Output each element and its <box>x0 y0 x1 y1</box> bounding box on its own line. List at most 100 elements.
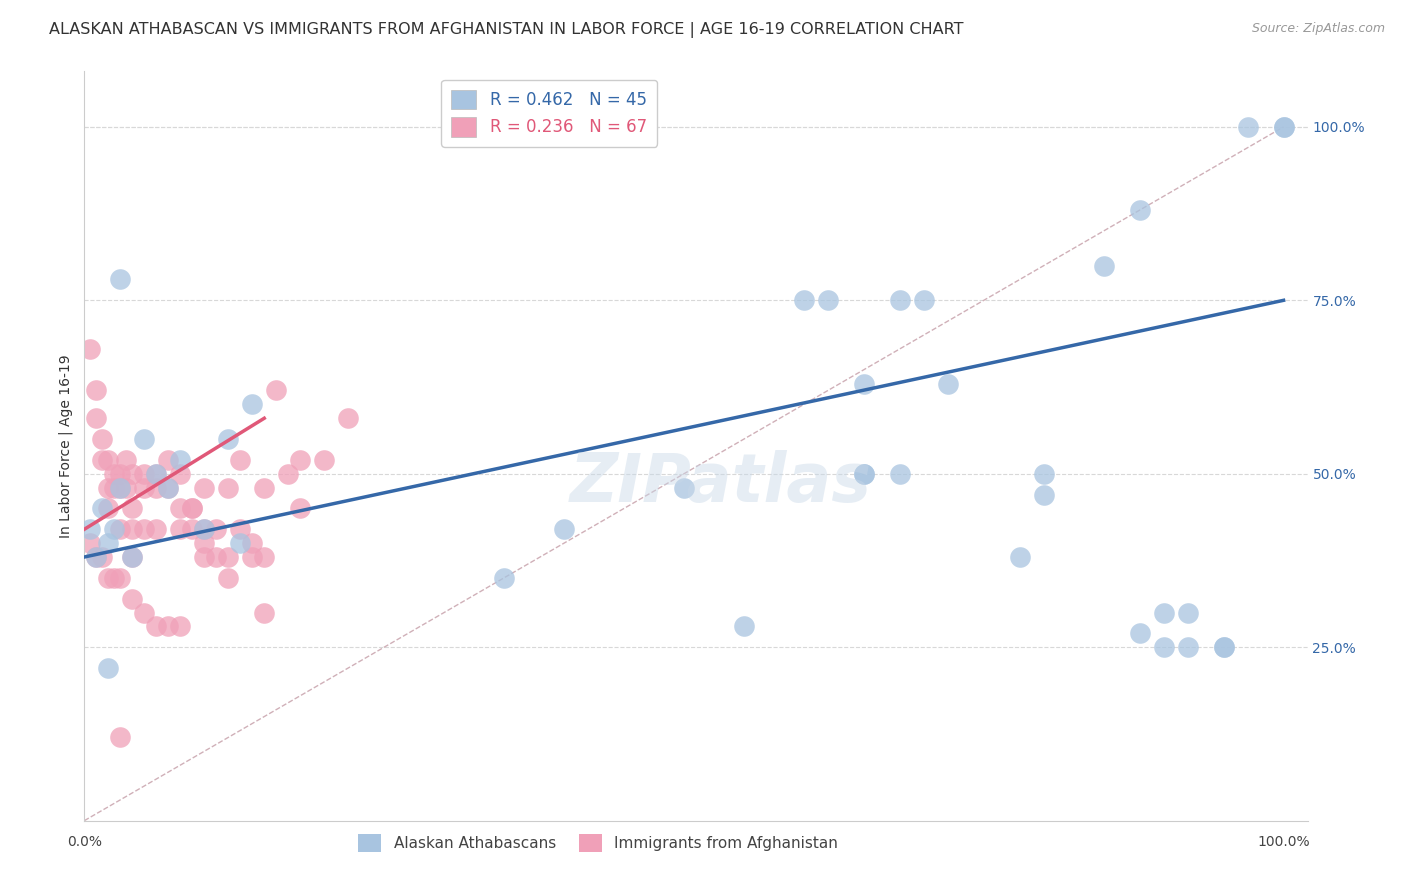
Point <box>672 481 695 495</box>
Point <box>115 481 138 495</box>
Point <box>121 549 143 564</box>
Text: Source: ZipAtlas.com: Source: ZipAtlas.com <box>1251 22 1385 36</box>
Point <box>103 481 125 495</box>
Point <box>264 384 287 398</box>
Point <box>181 501 204 516</box>
Point <box>193 549 215 564</box>
Point <box>217 549 239 564</box>
Point <box>86 549 108 564</box>
Point <box>110 522 132 536</box>
Point <box>193 481 215 495</box>
Point <box>91 453 114 467</box>
Point <box>157 481 180 495</box>
Point <box>1032 467 1054 481</box>
Point <box>121 501 143 516</box>
Point <box>240 536 263 550</box>
Point <box>1153 640 1175 655</box>
Point <box>86 411 108 425</box>
Point <box>97 481 120 495</box>
Point <box>97 661 120 675</box>
Point <box>110 481 132 495</box>
Point <box>1177 640 1199 655</box>
Point <box>1236 120 1258 134</box>
Point <box>121 522 143 536</box>
Point <box>110 571 132 585</box>
Point <box>97 501 120 516</box>
Point <box>217 481 239 495</box>
Point <box>169 501 191 516</box>
Point <box>181 522 204 536</box>
Point <box>193 522 215 536</box>
Point <box>157 619 180 633</box>
Point <box>1008 549 1031 564</box>
Point <box>253 606 276 620</box>
Point <box>181 501 204 516</box>
Point <box>912 293 935 308</box>
Point <box>314 453 336 467</box>
Point <box>97 571 120 585</box>
Point <box>86 549 108 564</box>
Point <box>240 397 263 411</box>
Point <box>1129 203 1152 218</box>
Point <box>1153 606 1175 620</box>
Point <box>193 536 215 550</box>
Point <box>145 619 167 633</box>
Point <box>1272 120 1295 134</box>
Point <box>793 293 815 308</box>
Point <box>205 522 228 536</box>
Point <box>115 453 138 467</box>
Point <box>134 606 156 620</box>
Point <box>145 522 167 536</box>
Point <box>79 536 101 550</box>
Text: ZIPatlas: ZIPatlas <box>569 450 872 516</box>
Point <box>277 467 299 481</box>
Point <box>145 467 167 481</box>
Point <box>121 591 143 606</box>
Point <box>145 481 167 495</box>
Point <box>290 501 312 516</box>
Point <box>852 467 875 481</box>
Point <box>121 549 143 564</box>
Point <box>1177 606 1199 620</box>
Legend: Alaskan Athabascans, Immigrants from Afghanistan: Alaskan Athabascans, Immigrants from Afg… <box>353 828 844 858</box>
Point <box>79 342 101 356</box>
Point <box>97 536 120 550</box>
Point <box>1212 640 1234 655</box>
Point <box>91 549 114 564</box>
Point <box>553 522 575 536</box>
Point <box>337 411 360 425</box>
Y-axis label: In Labor Force | Age 16-19: In Labor Force | Age 16-19 <box>59 354 73 538</box>
Point <box>157 453 180 467</box>
Point <box>1272 120 1295 134</box>
Point <box>91 432 114 446</box>
Point <box>1032 487 1054 501</box>
Text: 0.0%: 0.0% <box>67 835 101 848</box>
Point <box>217 432 239 446</box>
Point <box>889 467 911 481</box>
Point <box>79 522 101 536</box>
Point <box>134 522 156 536</box>
Point <box>97 453 120 467</box>
Point <box>817 293 839 308</box>
Point <box>86 384 108 398</box>
Point <box>217 571 239 585</box>
Point <box>852 376 875 391</box>
Point <box>733 619 755 633</box>
Point <box>193 522 215 536</box>
Point <box>494 571 516 585</box>
Point <box>91 501 114 516</box>
Point <box>889 293 911 308</box>
Point <box>157 481 180 495</box>
Point <box>169 619 191 633</box>
Point <box>229 453 252 467</box>
Point <box>290 453 312 467</box>
Point <box>134 467 156 481</box>
Point <box>169 522 191 536</box>
Point <box>103 571 125 585</box>
Point <box>121 467 143 481</box>
Point <box>852 467 875 481</box>
Point <box>1129 626 1152 640</box>
Point <box>1212 640 1234 655</box>
Point <box>253 549 276 564</box>
Point <box>145 467 167 481</box>
